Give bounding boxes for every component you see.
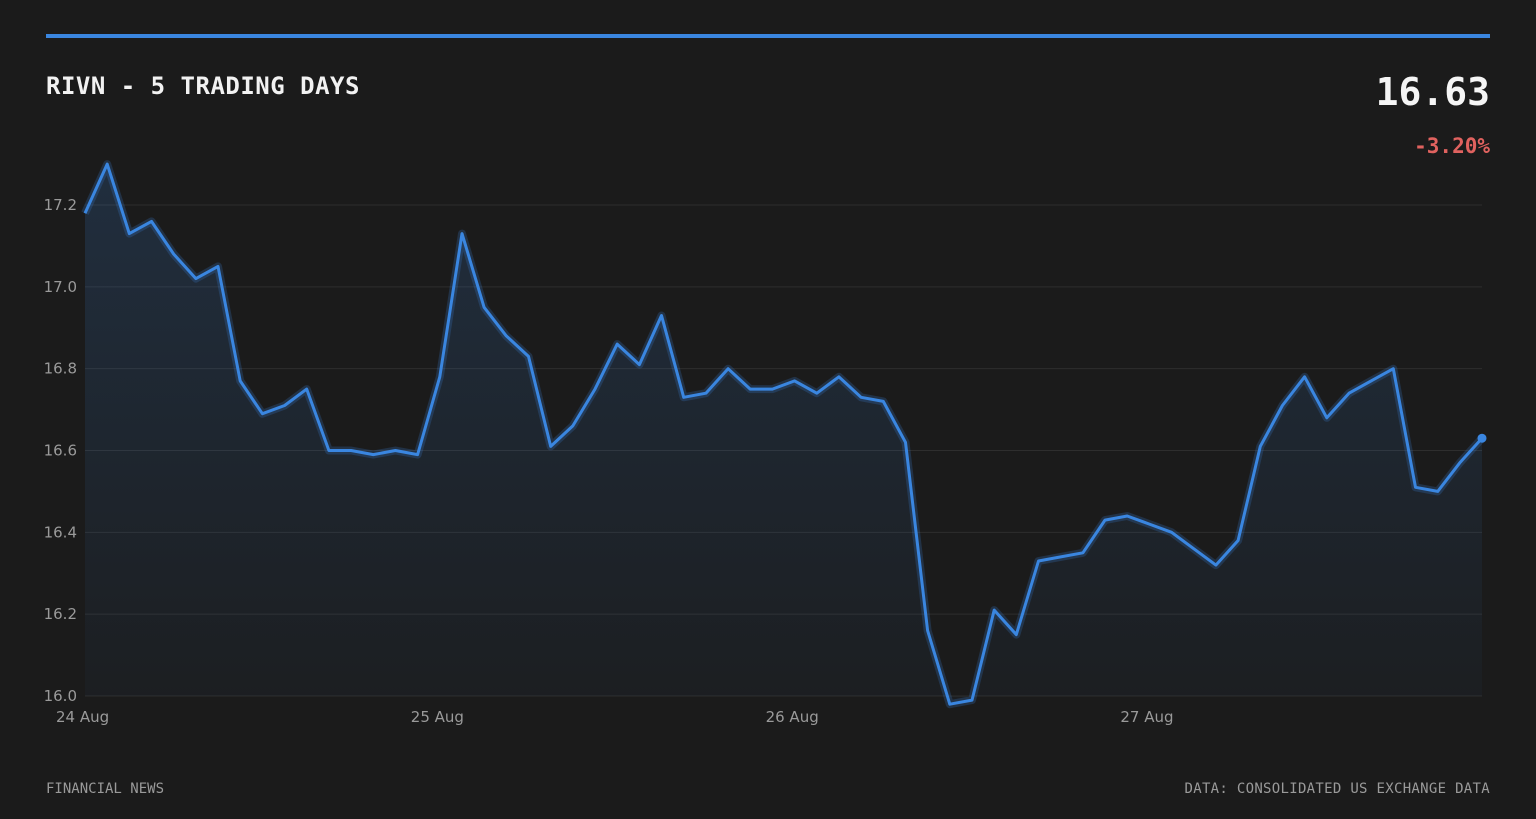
y-tick-label: 16.0 bbox=[44, 687, 77, 705]
x-tick-label: 26 Aug bbox=[766, 708, 819, 726]
price-area-fill bbox=[85, 164, 1482, 705]
x-axis-labels: 24 Aug 25 Aug 26 Aug 27 Aug bbox=[56, 708, 1174, 726]
top-accent-rule bbox=[46, 34, 1490, 38]
y-tick-label: 17.0 bbox=[44, 278, 77, 296]
price-line bbox=[83, 162, 1484, 706]
x-tick-label: 24 Aug bbox=[56, 708, 109, 726]
last-price-marker bbox=[1477, 433, 1487, 443]
last-price: 16.63 bbox=[1375, 70, 1490, 114]
footer-source-left: FINANCIAL NEWS bbox=[46, 781, 165, 797]
y-tick-label: 16.8 bbox=[44, 360, 77, 378]
y-tick-label: 16.2 bbox=[44, 605, 77, 623]
chart-title: RIVN - 5 TRADING DAYS bbox=[46, 72, 360, 100]
y-tick-label: 17.2 bbox=[44, 196, 77, 214]
price-chart: 16.0 16.2 16.4 16.6 16.8 17.0 17.2 24 Aug 25 Au… bbox=[44, 160, 1487, 726]
x-tick-label: 27 Aug bbox=[1120, 708, 1173, 726]
x-tick-label: 25 Aug bbox=[411, 708, 464, 726]
price-change: -3.20% bbox=[1414, 134, 1490, 158]
footer-source-right: DATA: CONSOLIDATED US EXCHANGE DATA bbox=[1184, 781, 1490, 797]
y-axis-labels: 16.0 16.2 16.4 16.6 16.8 17.0 17.2 bbox=[44, 196, 77, 705]
y-tick-label: 16.4 bbox=[44, 523, 77, 541]
y-tick-label: 16.6 bbox=[44, 442, 77, 460]
